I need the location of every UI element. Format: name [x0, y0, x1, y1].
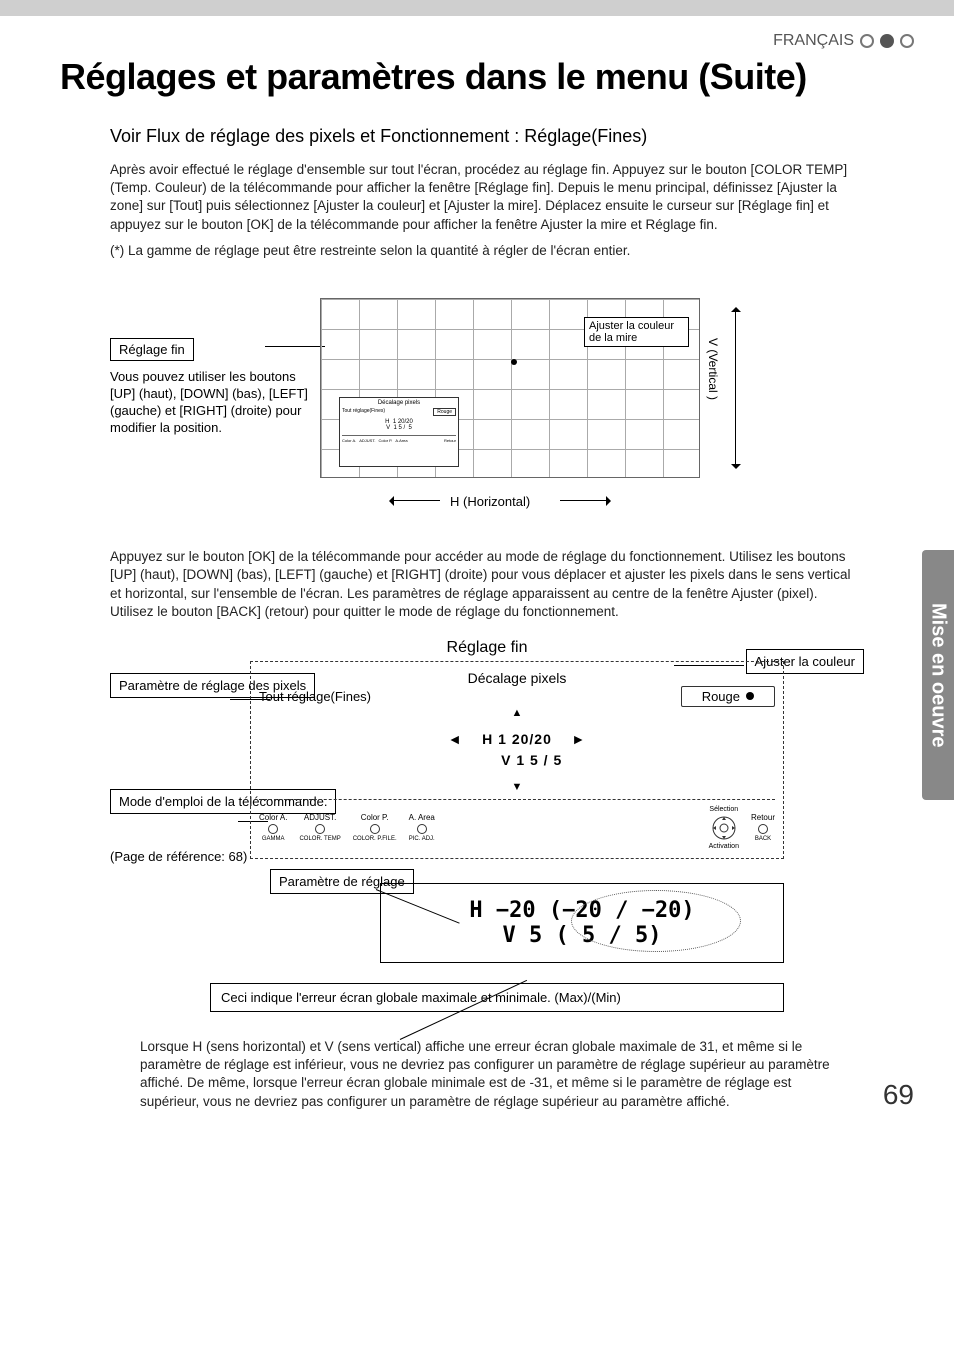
error-note: Ceci indique l'erreur écran globale maxi… — [210, 983, 784, 1012]
dpad-icon — [710, 814, 738, 842]
h-axis-label: H (Horizontal) — [450, 494, 530, 509]
subtitle: Voir Flux de réglage des pixels et Fonct… — [110, 126, 864, 147]
mid-paragraph: Appuyez sur le bouton [OK] de la télécom… — [110, 548, 864, 621]
osd-mode-left: Tout réglage(Fines) — [259, 689, 371, 704]
osd-header: Décalage pixels — [259, 670, 775, 686]
v-axis-label: V (Vertical ) — [706, 338, 720, 400]
remote-key-hint: Color A.GAMMA — [259, 813, 287, 842]
ref-page: (Page de référence: 68) — [110, 849, 247, 864]
target-color-label: Ajuster la couleur de la mire — [584, 317, 689, 347]
dot-icon — [860, 34, 874, 48]
page-title: Réglages et paramètres dans le menu (Sui… — [60, 56, 914, 98]
osd-v-value: V 1 5 / 5 — [501, 752, 562, 768]
mini-osd: Décalage pixels Tout réglage(Fines) Roug… — [339, 397, 459, 467]
pixel-grid: Décalage pixels Tout réglage(Fines) Roug… — [320, 298, 700, 478]
remote-key-hint: A. AreaPIC. ADJ. — [409, 813, 435, 842]
intro-note: (*) La gamme de réglage peut être restre… — [110, 242, 864, 260]
dot-icon — [880, 34, 894, 48]
reglage-fin-label: Réglage fin — [110, 338, 194, 361]
remote-key-hint: Color P.COLOR. P.FILE. — [353, 813, 397, 842]
osd-panel: Décalage pixels Tout réglage(Fines) Roug… — [250, 661, 784, 859]
osd-color-select[interactable]: Rouge — [681, 686, 775, 707]
page-number: 69 — [883, 1079, 914, 1111]
figure-grid: Réglage fin Vous pouvez utiliser les bou… — [110, 298, 864, 538]
dotted-ellipse-icon — [571, 890, 741, 952]
intro-paragraph: Après avoir effectué le réglage d'ensemb… — [110, 161, 864, 234]
remote-key-hint: ADJUST.COLOR. TEMP — [299, 813, 340, 842]
osd-h-value: H 1 20/20 — [482, 731, 552, 747]
lang-label: FRANÇAIS — [773, 32, 854, 50]
dot-icon — [900, 34, 914, 48]
dot-icon — [746, 692, 754, 700]
language-header: FRANÇAIS — [60, 32, 914, 50]
fig1-callout: Vous pouvez utiliser les boutons [UP] (h… — [110, 369, 310, 437]
osd-key-hints: Color A.GAMMA ADJUST.COLOR. TEMP Color P.C… — [259, 799, 775, 850]
figure-osd: Réglage fin Paramètre de réglage des pix… — [110, 639, 864, 1012]
section-tab: Mise en oeuvre — [922, 550, 954, 800]
error-display-box: H −20 (−20 / −20) V 5 ( 5 / 5) — [380, 883, 784, 963]
footer-paragraph: Lorsque H (sens horizontal) et V (sens v… — [140, 1038, 854, 1111]
